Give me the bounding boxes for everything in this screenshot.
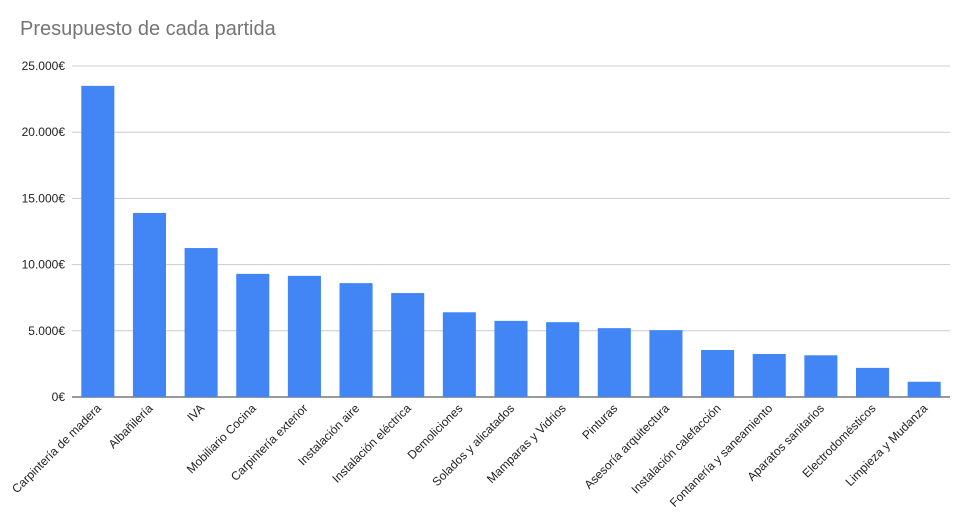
y-tick-label: 10.000€ bbox=[22, 258, 66, 272]
y-tick-label: 0€ bbox=[52, 390, 66, 404]
bar bbox=[391, 293, 425, 397]
bar bbox=[856, 367, 890, 397]
bar bbox=[597, 328, 631, 397]
bar bbox=[339, 283, 373, 397]
bar bbox=[494, 320, 528, 397]
chart-title: Presupuesto de cada partida bbox=[20, 18, 276, 40]
bar bbox=[287, 275, 321, 397]
x-category-label: Carpintería de madera bbox=[9, 401, 104, 496]
y-tick-label: 5.000€ bbox=[28, 324, 65, 338]
x-category-label: Fontanería y saneamiento bbox=[667, 401, 776, 510]
y-axis-tick-labels: 0€ 5.000€ 10.000€ 15.000€ 20.000€ 25.000€ bbox=[22, 59, 66, 404]
bar bbox=[701, 349, 735, 397]
bar bbox=[804, 355, 838, 397]
x-category-label: IVA bbox=[184, 401, 207, 424]
bar bbox=[81, 85, 115, 398]
x-category-label: Albañilería bbox=[106, 401, 156, 451]
x-category-label: Pinturas bbox=[579, 401, 620, 442]
bars bbox=[81, 85, 941, 398]
x-category-label: Instalación calefacción bbox=[628, 401, 723, 496]
bar bbox=[236, 273, 270, 397]
y-tick-label: 25.000€ bbox=[22, 59, 66, 73]
bar bbox=[184, 248, 218, 397]
x-category-label: Asesoría arquitectura bbox=[582, 401, 673, 492]
bar bbox=[907, 381, 941, 397]
bar bbox=[649, 330, 683, 397]
bar bbox=[132, 212, 166, 397]
y-tick-label: 20.000€ bbox=[22, 125, 66, 139]
bar bbox=[752, 353, 786, 397]
bar bbox=[442, 312, 476, 397]
bar bbox=[546, 322, 580, 397]
y-tick-label: 15.000€ bbox=[22, 191, 66, 205]
x-axis-category-labels: Carpintería de madera Albañilería IVAMobil… bbox=[9, 401, 930, 510]
